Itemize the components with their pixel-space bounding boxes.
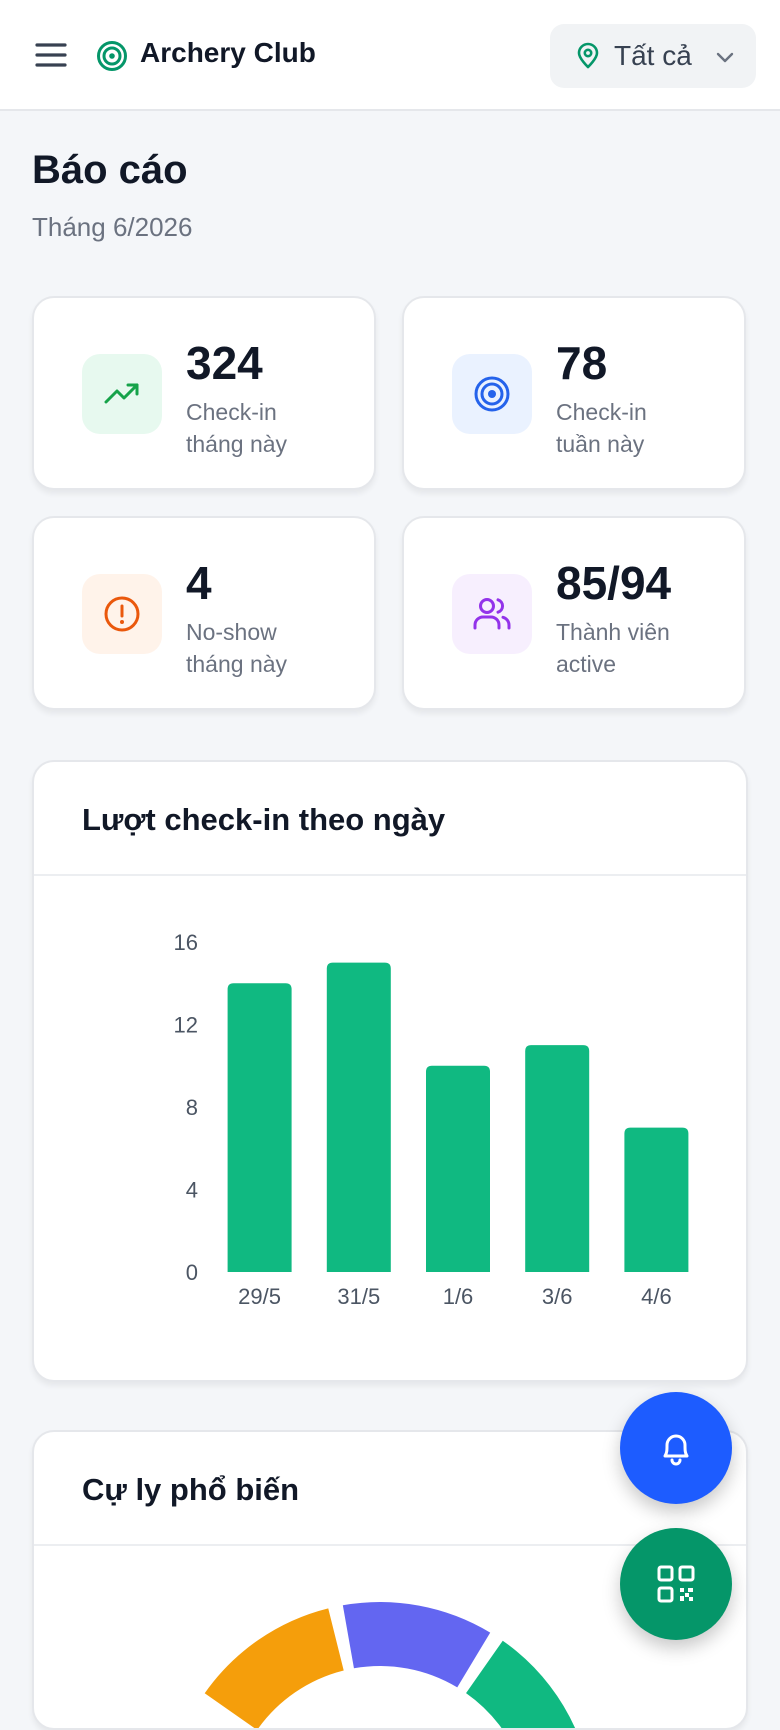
stat-label-line: tháng này — [186, 651, 288, 677]
x-tick-label: 29/5 — [238, 1284, 281, 1309]
stat-icon-box — [82, 354, 162, 434]
y-tick-label: 4 — [186, 1178, 198, 1203]
y-tick-label: 12 — [174, 1013, 198, 1038]
panel-header: Cự ly phổ biến — [34, 1432, 746, 1546]
stat-icon-box — [452, 574, 532, 654]
brand-name[interactable]: Archery Club — [140, 37, 316, 68]
map-pin-icon — [574, 42, 602, 70]
stat-label-line: active — [556, 651, 617, 677]
donut-slice[interactable] — [466, 1640, 581, 1730]
stat-label-line: Thành viên — [556, 619, 670, 645]
stat-card-active-members: 85/94 Thành viên active — [402, 516, 746, 710]
stat-icon-box — [452, 354, 532, 434]
stat-label-line: tháng này — [186, 431, 288, 457]
menu-icon[interactable] — [34, 38, 68, 72]
location-select-value: Tất cả — [614, 40, 692, 71]
stat-card-week-checkins: 78 Check-in tuần này — [402, 296, 746, 490]
chevron-down-icon — [714, 46, 736, 68]
bell-icon — [663, 1434, 689, 1466]
donut-slice[interactable] — [342, 1602, 491, 1688]
page-subtitle: Tháng 6/2026 — [32, 212, 193, 242]
bar[interactable] — [426, 1065, 490, 1272]
bar[interactable] — [326, 962, 391, 1272]
x-tick-label: 3/6 — [542, 1284, 573, 1309]
bar[interactable] — [525, 1045, 590, 1272]
stat-icon-box — [82, 574, 162, 654]
users-icon — [473, 598, 511, 630]
stat-label-line: tuần này — [556, 431, 645, 457]
target-logo-icon — [96, 40, 128, 72]
stat-label-line: No-show — [186, 619, 277, 645]
alert-circle-icon — [104, 596, 140, 632]
stat-label: Check-in tuần này — [556, 396, 736, 460]
stat-label: Thành viên active — [556, 616, 736, 680]
panel-title: Lượt check-in theo ngày — [82, 802, 446, 837]
checkin-chart-panel: Lượt check-in theo ngày 0 4 8 12 16 29/5 31/5 1… — [32, 760, 748, 1382]
notifications-fab[interactable] — [620, 1392, 732, 1504]
stat-label: Check-in tháng này — [186, 396, 366, 460]
qr-scan-fab[interactable] — [620, 1528, 732, 1640]
donut-slice[interactable] — [204, 1608, 344, 1730]
panel-header: Lượt check-in theo ngày — [34, 762, 746, 876]
stat-label: No-show tháng này — [186, 616, 366, 680]
location-select[interactable]: Tất cả — [550, 24, 756, 88]
panel-title: Cự ly phổ biến — [82, 1472, 300, 1507]
x-tick-label: 4/6 — [641, 1284, 672, 1309]
stat-card-month-checkins: 324 Check-in tháng này — [32, 296, 376, 490]
checkin-bar-chart: 0 4 8 12 16 29/5 31/5 1/6 3/6 4/6 — [174, 930, 689, 1309]
stat-card-no-show: 4 No-show tháng này — [32, 516, 376, 710]
stat-value: 324 — [186, 337, 263, 389]
stat-value: 85/94 — [556, 557, 672, 609]
stat-value: 78 — [556, 337, 608, 389]
x-tick-label: 1/6 — [443, 1284, 474, 1309]
stat-label-line: Check-in — [556, 399, 647, 425]
x-tick-label: 31/5 — [337, 1284, 380, 1309]
y-tick-label: 16 — [174, 930, 198, 955]
stat-value: 4 — [186, 557, 212, 609]
bar[interactable] — [227, 983, 292, 1272]
stat-label-line: Check-in — [186, 399, 277, 425]
y-tick-label: 0 — [186, 1260, 198, 1285]
trending-up-icon — [104, 383, 139, 404]
top-bar: Archery Club Tất cả — [0, 0, 780, 111]
y-tick-label: 8 — [186, 1095, 198, 1120]
target-icon — [474, 376, 510, 412]
bar[interactable] — [624, 1127, 689, 1272]
page-title: Báo cáo — [32, 148, 188, 192]
qr-code-icon — [657, 1565, 695, 1603]
